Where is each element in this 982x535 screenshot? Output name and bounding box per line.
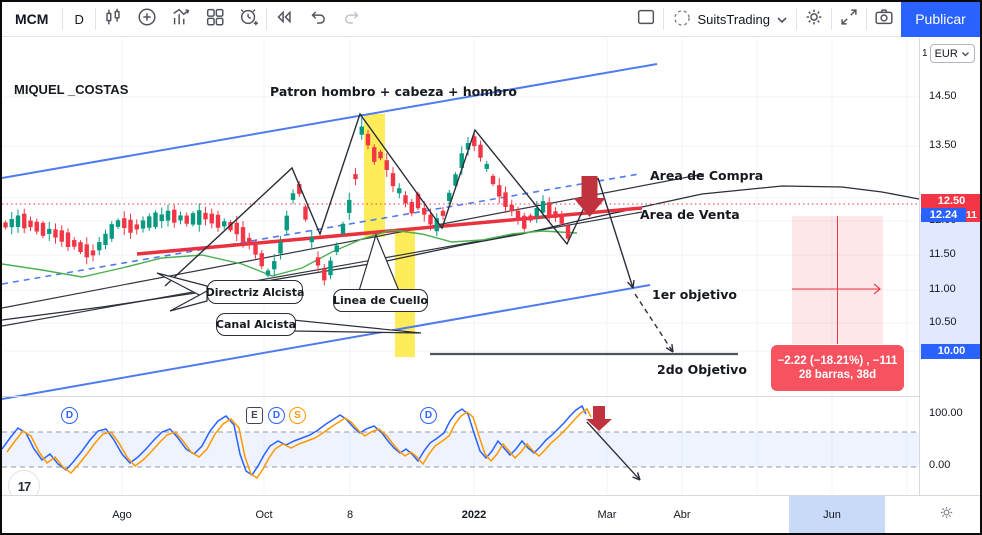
publish-button[interactable]: Publicar (901, 2, 980, 37)
candlestick-icon (102, 6, 124, 33)
pattern-annotation[interactable]: Patron hombro + cabeza + hombro (270, 84, 517, 99)
currency-label: EUR (934, 47, 958, 60)
time-tick: Ago (112, 509, 132, 521)
undo-icon (307, 6, 329, 33)
measure-start-badge: 12.24 (921, 208, 966, 222)
unit-prefix: 1 (922, 48, 928, 59)
chevron-down-icon (961, 51, 969, 57)
toolbar-right-group: SuitsTrading Publicar (629, 2, 980, 37)
fullscreen-button[interactable] (832, 2, 866, 36)
target1-annotation[interactable]: 1er objetivo (652, 287, 737, 302)
bar-replay-button[interactable] (267, 2, 301, 36)
currency-button[interactable]: EUR (929, 44, 975, 63)
redo-icon (341, 6, 363, 33)
price-tick: 11.50 (929, 248, 956, 260)
snapshot-button[interactable] (867, 2, 901, 36)
indicators-icon (170, 6, 192, 33)
measure-end-badge: 10.00 (921, 344, 980, 359)
grid-icon (204, 6, 226, 33)
alarm-clock-plus-icon (238, 6, 260, 33)
dividend-badge[interactable]: D (61, 407, 78, 424)
symbol-button[interactable]: MCM (15, 11, 49, 27)
price-tick: 11.00 (929, 283, 956, 295)
separator (265, 8, 267, 30)
time-tick: 8 (346, 509, 354, 521)
time-tick: Abr (673, 509, 691, 521)
account-name: SuitsTrading (697, 11, 771, 27)
add-symbol-button[interactable] (130, 2, 164, 36)
sell-area-annotation[interactable]: Area de Venta (640, 207, 740, 222)
time-tick: Oct (255, 509, 273, 521)
separator (94, 8, 96, 30)
measure-change: −2.22 (−18.21%) , −111 (777, 355, 898, 367)
plus-circle-icon (136, 6, 158, 33)
chart-title: MIQUEL _COSTAS (14, 82, 129, 97)
measure-tooltip[interactable]: −2.22 (−18.21%) , −111 28 barras, 38d (771, 345, 904, 391)
interval-button[interactable]: D (74, 11, 84, 27)
chart-pane[interactable]: MIQUEL _COSTAS Patron hombro + cabeza + … (2, 38, 919, 502)
pane-divider[interactable] (2, 396, 980, 397)
axis-divider (2, 495, 980, 496)
layout-panel-icon (635, 6, 657, 33)
indicator-tick: 0.00 (929, 459, 951, 471)
time-axis-highlight (789, 496, 885, 533)
manage-layout-button[interactable] (629, 2, 663, 36)
buy-area-annotation[interactable]: Area de Compra (650, 168, 764, 183)
time-axis[interactable]: Ago Oct 8 2022 Mar Abr Jun (2, 496, 980, 533)
indicators-button[interactable] (164, 2, 198, 36)
time-tick: 2022 (461, 509, 487, 521)
target2-annotation[interactable]: 2do Objetivo (657, 362, 747, 377)
measure-axis-highlight (920, 214, 980, 359)
dividend-badge[interactable]: D (268, 407, 285, 424)
time-tick: Mar (597, 509, 617, 521)
account-menu[interactable]: SuitsTrading (664, 8, 797, 31)
gear-icon (803, 6, 825, 33)
price-tick: 10.50 (929, 316, 957, 328)
rewind-icon (273, 6, 295, 33)
neckline-callout[interactable]: Linea de Cuello (333, 289, 428, 312)
chart-settings-button[interactable] (797, 2, 831, 36)
separator (866, 8, 867, 30)
price-tick: 14.50 (929, 90, 957, 102)
undo-button[interactable] (301, 2, 335, 36)
toolbar-left-group: MCM D (2, 2, 369, 36)
time-tick: Jun (823, 509, 841, 521)
price-tick: 13.50 (929, 139, 957, 151)
avatar-dashed-circle-icon (672, 8, 692, 31)
measure-bars: 28 barras, 38d (798, 369, 877, 381)
trendline-callout[interactable]: Directriz Alcista (206, 280, 304, 304)
separator (62, 8, 64, 30)
dividend-badge[interactable]: D (420, 407, 437, 424)
chevron-down-icon (776, 12, 788, 27)
separator (796, 8, 797, 30)
channel-callout[interactable]: Canal Alcista (216, 313, 296, 336)
separator (662, 8, 664, 30)
create-alert-button[interactable] (232, 2, 266, 36)
chart-canvas[interactable] (2, 38, 919, 495)
indicator-tick: 100.00 (929, 407, 963, 419)
redo-button[interactable] (335, 2, 369, 36)
camera-icon (873, 6, 895, 33)
time-axis-settings-button[interactable] (938, 504, 955, 524)
top-toolbar: MCM D (2, 2, 980, 37)
templates-button[interactable] (198, 2, 232, 36)
fullscreen-icon (838, 6, 860, 33)
split-badge[interactable]: S (289, 407, 306, 424)
separator (831, 8, 832, 30)
candlestick-style-button[interactable] (96, 2, 130, 36)
earnings-badge[interactable]: E (246, 407, 263, 424)
